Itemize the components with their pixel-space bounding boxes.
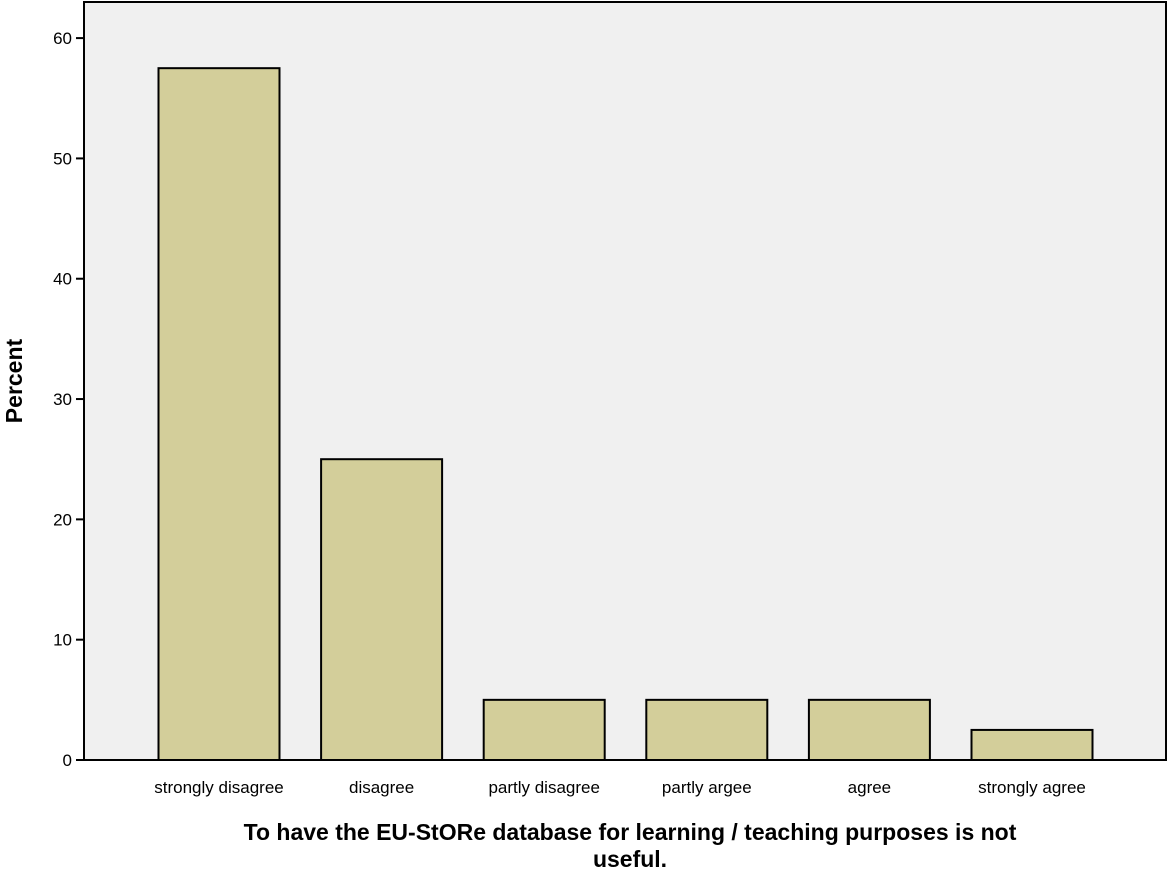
x-axis-title-line-2: useful. (593, 846, 667, 872)
x-tick-label: partly disagree (488, 778, 600, 797)
bar-partly-argee (645, 698, 769, 761)
y-axis-title: Percent (1, 338, 27, 423)
x-axis-title-line-1: To have the EU-StORe database for learni… (244, 819, 1017, 845)
bar-strongly-agree (970, 728, 1094, 762)
bar-agree (807, 698, 931, 761)
x-tick-label: disagree (349, 778, 414, 797)
x-tick-label: strongly disagree (154, 778, 283, 797)
y-tick-label: 40 (53, 270, 72, 289)
x-tick-label: partly argee (662, 778, 752, 797)
y-tick-label: 0 (63, 751, 72, 770)
y-tick-label: 60 (53, 29, 72, 48)
bar-disagree (320, 458, 444, 761)
y-tick-label: 50 (53, 149, 72, 168)
bar-strongly-disagree (157, 67, 281, 761)
x-tick-label: agree (848, 778, 891, 797)
bar-partly-disagree (482, 698, 606, 761)
y-tick-label: 20 (53, 510, 72, 529)
y-tick-label: 10 (53, 631, 72, 650)
x-tick-label: strongly agree (978, 778, 1086, 797)
y-tick-label: 30 (53, 390, 72, 409)
